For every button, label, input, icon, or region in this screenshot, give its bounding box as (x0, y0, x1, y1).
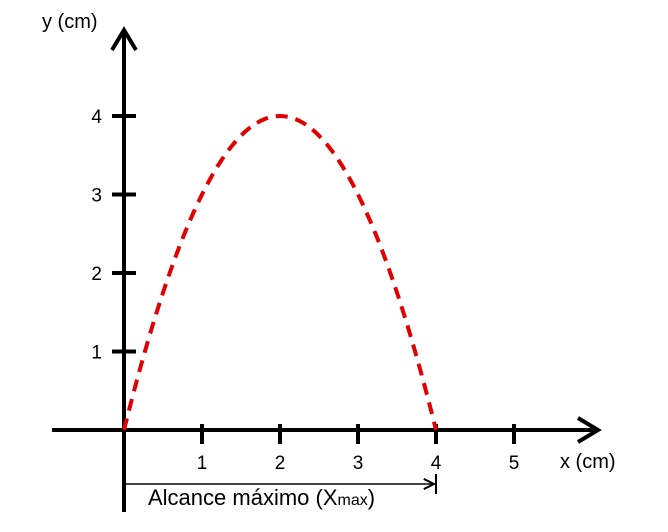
x-tick-label: 3 (353, 453, 364, 474)
x-tick-label: 1 (197, 453, 208, 474)
y-tick-label: 2 (91, 264, 102, 285)
x-tick-label: 4 (431, 453, 442, 474)
x-axis-label: x (cm) (560, 451, 616, 473)
x-tick-label: 5 (509, 453, 520, 474)
y-tick-label: 4 (91, 107, 102, 128)
x-ticks: 1 2 3 4 5 (197, 424, 520, 474)
trajectory-curve (122, 113, 438, 431)
x-axis-arrowhead (576, 416, 602, 444)
range-label-main: Alcance máximo (X (148, 485, 338, 510)
y-tick-label: 3 (91, 186, 102, 207)
y-ticks: 1 2 3 4 (91, 107, 136, 364)
y-axis-label: y (cm) (42, 11, 98, 33)
range-label: Alcance máximo (Xmax) (148, 485, 375, 510)
x-tick-label: 2 (275, 453, 286, 474)
y-tick-label: 1 (91, 343, 102, 364)
y-axis-arrowhead (110, 26, 138, 52)
range-label-sub: max (338, 492, 368, 509)
range-label-close: ) (368, 485, 375, 510)
